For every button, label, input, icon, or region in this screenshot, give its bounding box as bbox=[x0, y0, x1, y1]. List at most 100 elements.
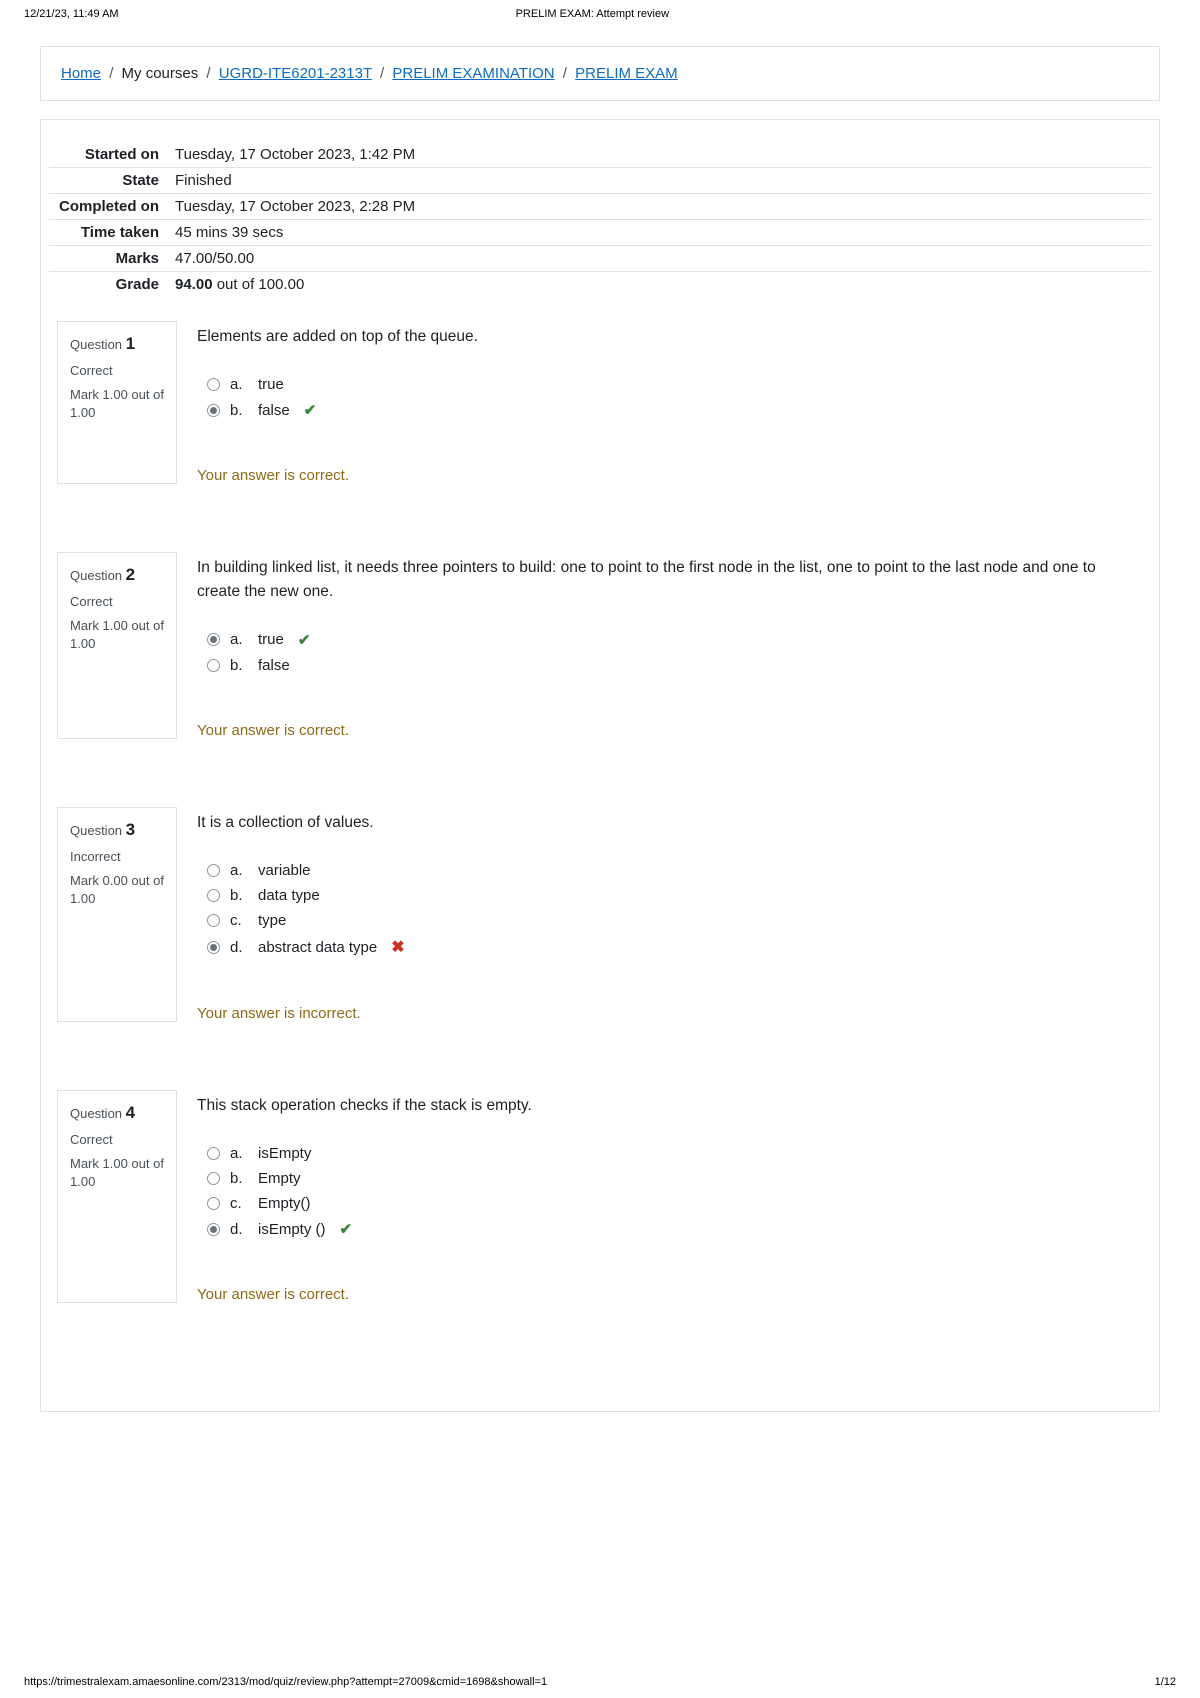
print-url: https://trimestralexam.amaesonline.com/2… bbox=[24, 1676, 547, 1688]
question-mark: Mark 1.00 out of 1.00 bbox=[70, 386, 164, 422]
radio-icon[interactable] bbox=[207, 659, 220, 672]
question-state: Correct bbox=[70, 1131, 164, 1149]
grade-rest: out of 100.00 bbox=[213, 276, 305, 293]
question-block: Question 2CorrectMark 1.00 out of 1.00In… bbox=[49, 552, 1151, 739]
question-number: 4 bbox=[126, 1103, 135, 1122]
breadcrumb-course[interactable]: UGRD-ITE6201-2313T bbox=[219, 65, 372, 82]
question-info: Question 4 Correct Mark 1.00 out of 1.00 bbox=[57, 1090, 177, 1303]
summary-value: 94.00 out of 100.00 bbox=[169, 272, 1151, 298]
answer-text: false bbox=[258, 402, 290, 419]
answer-option[interactable]: d. abstract data type ✖ bbox=[207, 937, 1143, 957]
radio-icon[interactable] bbox=[207, 404, 220, 417]
summary-row: State Finished bbox=[49, 168, 1151, 194]
summary-value: Tuesday, 17 October 2023, 2:28 PM bbox=[169, 194, 1151, 220]
print-footer: https://trimestralexam.amaesonline.com/2… bbox=[0, 1670, 1200, 1698]
radio-icon[interactable] bbox=[207, 633, 220, 646]
question-info: Question 1CorrectMark 1.00 out of 1.00 bbox=[57, 321, 177, 484]
answer-text: false bbox=[258, 657, 290, 674]
answer-text: Empty() bbox=[258, 1195, 311, 1212]
review-content: Started on Tuesday, 17 October 2023, 1:4… bbox=[40, 119, 1160, 1412]
attempt-summary-table: Started on Tuesday, 17 October 2023, 1:4… bbox=[49, 142, 1151, 297]
answer-text: type bbox=[258, 912, 286, 929]
question-info: Question 2CorrectMark 1.00 out of 1.00 bbox=[57, 552, 177, 739]
print-timestamp: 12/21/23, 11:49 AM bbox=[24, 8, 119, 20]
summary-row: Time taken 45 mins 39 secs bbox=[49, 220, 1151, 246]
radio-icon[interactable] bbox=[207, 1223, 220, 1236]
answer-text: isEmpty bbox=[258, 1145, 311, 1162]
question-number: 3 bbox=[126, 820, 135, 839]
answer-option[interactable]: b.data type bbox=[207, 887, 1143, 904]
answer-letter: d. bbox=[230, 1221, 248, 1238]
answer-option[interactable]: c.type bbox=[207, 912, 1143, 929]
answer-letter: c. bbox=[230, 1195, 248, 1212]
answer-text: abstract data type bbox=[258, 939, 377, 956]
summary-label: Time taken bbox=[49, 220, 169, 246]
question-content: Elements are added on top of the queue. a… bbox=[197, 321, 1143, 484]
radio-icon[interactable] bbox=[207, 1172, 220, 1185]
radio-icon[interactable] bbox=[207, 914, 220, 927]
question-content: In building linked list, it needs three … bbox=[197, 552, 1143, 739]
question-mark: Mark 1.00 out of 1.00 bbox=[70, 1155, 164, 1191]
question-info: Question 3IncorrectMark 0.00 out of 1.00 bbox=[57, 807, 177, 1022]
check-icon: ✔ bbox=[298, 631, 311, 649]
answer-letter: a. bbox=[230, 862, 248, 879]
check-icon: ✔ bbox=[304, 401, 317, 419]
answers-list: a.true b. false ✔ bbox=[207, 376, 1143, 419]
summary-value: Tuesday, 17 October 2023, 1:42 PM bbox=[169, 142, 1151, 168]
check-icon: ✔ bbox=[340, 1220, 353, 1238]
radio-icon[interactable] bbox=[207, 941, 220, 954]
feedback-text: Your answer is correct. bbox=[197, 1286, 1143, 1303]
question-text: Elements are added on top of the queue. bbox=[197, 325, 1143, 348]
answer-option[interactable]: a.isEmpty bbox=[207, 1145, 1143, 1162]
answer-option[interactable]: d. isEmpty () ✔ bbox=[207, 1220, 1143, 1238]
question-mark: Mark 1.00 out of 1.00 bbox=[70, 617, 164, 653]
print-page: 1/12 bbox=[1155, 1676, 1176, 1688]
answer-letter: b. bbox=[230, 402, 248, 419]
answer-text: variable bbox=[258, 862, 311, 879]
breadcrumb-sep: / bbox=[109, 65, 113, 82]
answer-option[interactable]: c. Empty() bbox=[207, 1195, 1143, 1212]
answer-letter: b. bbox=[230, 657, 248, 674]
breadcrumb-activity[interactable]: PRELIM EXAM bbox=[575, 65, 678, 82]
question-state: Incorrect bbox=[70, 848, 164, 866]
question-label: Question bbox=[70, 337, 126, 352]
breadcrumb-sep: / bbox=[380, 65, 384, 82]
question-mark: Mark 0.00 out of 1.00 bbox=[70, 872, 164, 908]
question-block: Question 1CorrectMark 1.00 out of 1.00El… bbox=[49, 321, 1151, 484]
answer-option[interactable]: a. variable bbox=[207, 862, 1143, 879]
radio-icon[interactable] bbox=[207, 889, 220, 902]
answer-text: isEmpty () bbox=[258, 1221, 326, 1238]
cross-icon: ✖ bbox=[391, 937, 404, 957]
question-label: Question bbox=[70, 568, 126, 583]
summary-row: Grade 94.00 out of 100.00 bbox=[49, 272, 1151, 298]
summary-label: Marks bbox=[49, 246, 169, 272]
feedback-text: Your answer is correct. bbox=[197, 722, 1143, 739]
radio-icon[interactable] bbox=[207, 1197, 220, 1210]
radio-icon[interactable] bbox=[207, 1147, 220, 1160]
answers-list: a.isEmpty b. Empty c. Empty() d. isEmpty () ✔ bbox=[207, 1145, 1143, 1238]
radio-icon[interactable] bbox=[207, 864, 220, 877]
grade-value: 94.00 bbox=[175, 276, 213, 293]
print-title: PRELIM EXAM: Attempt review bbox=[119, 8, 1066, 20]
radio-icon[interactable] bbox=[207, 378, 220, 391]
answer-option[interactable]: b. Empty bbox=[207, 1170, 1143, 1187]
summary-value: 45 mins 39 secs bbox=[169, 220, 1151, 246]
breadcrumb-mycourses: My courses bbox=[122, 65, 199, 82]
summary-label: Grade bbox=[49, 272, 169, 298]
answer-letter: a. bbox=[230, 376, 248, 393]
answer-option[interactable]: b. false ✔ bbox=[207, 401, 1143, 419]
answer-option[interactable]: a.true bbox=[207, 376, 1143, 393]
question-text: It is a collection of values. bbox=[197, 811, 1143, 834]
answer-letter: d. bbox=[230, 939, 248, 956]
answer-text: Empty bbox=[258, 1170, 301, 1187]
summary-label: Completed on bbox=[49, 194, 169, 220]
answer-option[interactable]: b. false bbox=[207, 657, 1143, 674]
feedback-text: Your answer is incorrect. bbox=[197, 1005, 1143, 1022]
answer-letter: b. bbox=[230, 1170, 248, 1187]
question-label: Question bbox=[70, 1106, 126, 1121]
breadcrumb-home[interactable]: Home bbox=[61, 65, 101, 82]
breadcrumb-section[interactable]: PRELIM EXAMINATION bbox=[392, 65, 554, 82]
answer-option[interactable]: a.true✔ bbox=[207, 631, 1143, 649]
summary-value: Finished bbox=[169, 168, 1151, 194]
answer-letter: a. bbox=[230, 631, 248, 648]
